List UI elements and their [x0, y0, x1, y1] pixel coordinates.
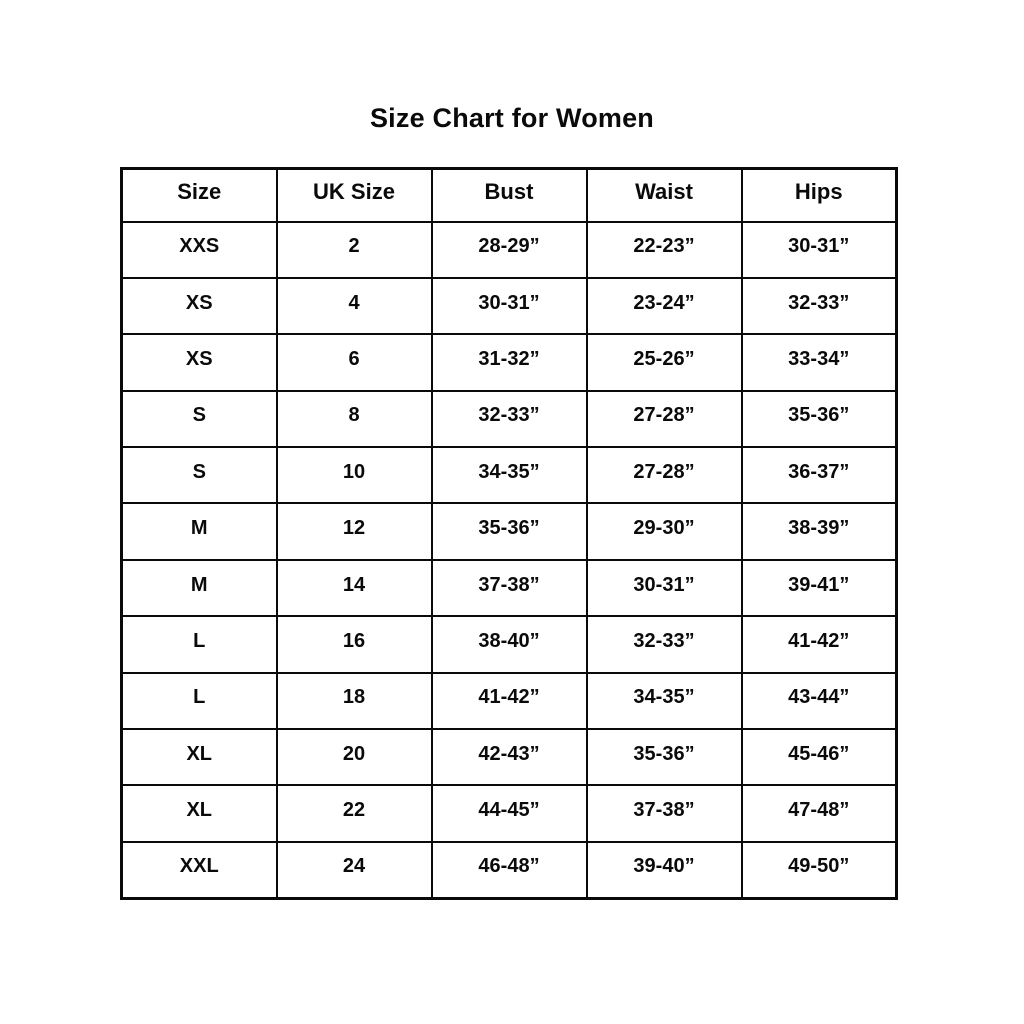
table-cell: 20 [275, 728, 433, 787]
table-cell: M [120, 502, 278, 561]
table-cell: 36-37” [740, 446, 898, 505]
table-cell: M [120, 558, 278, 618]
table-cell: XL [120, 784, 278, 843]
table-cell: 16 [275, 615, 433, 674]
table-cell: 12 [275, 502, 433, 561]
table-cell: 4 [275, 276, 433, 336]
table-cell: 10 [275, 446, 433, 505]
column-header: Size [120, 167, 278, 223]
table-cell: 39-41” [740, 558, 898, 618]
table-cell: 37-38” [430, 558, 588, 618]
table-row: XXL 24 46-48” 39-40” 49-50” [120, 840, 898, 900]
table-cell: 6 [275, 333, 433, 392]
table-cell: 43-44” [740, 671, 898, 731]
table-cell: 42-43” [430, 728, 588, 787]
table-cell: 22 [275, 784, 433, 843]
table-cell: 30-31” [430, 276, 588, 336]
table-cell: 45-46” [740, 728, 898, 787]
table-cell: 14 [275, 558, 433, 618]
table-cell: 34-35” [585, 671, 743, 731]
size-chart-table: Size UK Size Bust Waist Hips XXS 2 28-29” 22-23… [120, 167, 898, 900]
table-cell: 35-36” [585, 728, 743, 787]
table-row: XL 22 44-45” 37-38” 47-48” [120, 784, 898, 843]
table-row: M 12 35-36” 29-30” 38-39” [120, 502, 898, 561]
table-cell: 31-32” [430, 333, 588, 392]
table-row: XXS 2 28-29” 22-23” 30-31” [120, 220, 898, 279]
table-cell: 47-48” [740, 784, 898, 843]
header-row: Size UK Size Bust Waist Hips [120, 167, 898, 223]
table-row: L 16 38-40” 32-33” 41-42” [120, 615, 898, 674]
table-cell: 2 [275, 220, 433, 279]
table-body: XXS 2 28-29” 22-23” 30-31” XS 4 30-31” 23-24” 32-… [120, 220, 898, 900]
table-cell: 32-33” [740, 276, 898, 336]
table-cell: 24 [275, 840, 433, 900]
table-cell: 41-42” [430, 671, 588, 731]
table-cell: 38-40” [430, 615, 588, 674]
table-cell: 27-28” [585, 446, 743, 505]
column-header: Hips [740, 167, 898, 223]
page-title: Size Chart for Women [369, 103, 655, 133]
table-cell: 22-23” [585, 220, 743, 279]
table-cell: 37-38” [585, 784, 743, 843]
table-row: XS 4 30-31” 23-24” 32-33” [120, 276, 898, 336]
table-cell: 18 [275, 671, 433, 731]
table-cell: 23-24” [585, 276, 743, 336]
table-cell: 35-36” [740, 389, 898, 449]
table-cell: 39-40” [585, 840, 743, 900]
table-cell: 44-45” [430, 784, 588, 843]
table-cell: 33-34” [740, 333, 898, 392]
table-cell: 49-50” [740, 840, 898, 900]
table-header: Size UK Size Bust Waist Hips [120, 167, 898, 223]
table-cell: L [120, 671, 278, 731]
table-cell: 28-29” [430, 220, 588, 279]
table-cell: 32-33” [585, 615, 743, 674]
table-cell: 27-28” [585, 389, 743, 449]
table-row: L 18 41-42” 34-35” 43-44” [120, 671, 898, 731]
table-cell: S [120, 389, 278, 449]
table-cell: 41-42” [740, 615, 898, 674]
table-cell: 29-30” [585, 502, 743, 561]
table-cell: L [120, 615, 278, 674]
column-header: Bust [430, 167, 588, 223]
table-cell: 8 [275, 389, 433, 449]
table-row: XL 20 42-43” 35-36” 45-46” [120, 728, 898, 787]
table-row: XS 6 31-32” 25-26” 33-34” [120, 333, 898, 392]
table-cell: S [120, 446, 278, 505]
table-row: S 10 34-35” 27-28” 36-37” [120, 446, 898, 505]
table-cell: XL [120, 728, 278, 787]
table-cell: 35-36” [430, 502, 588, 561]
column-header: UK Size [275, 167, 433, 223]
table-row: S 8 32-33” 27-28” 35-36” [120, 389, 898, 449]
table-cell: 25-26” [585, 333, 743, 392]
column-header: Waist [585, 167, 743, 223]
table-cell: XXL [120, 840, 278, 900]
table-cell: 38-39” [740, 502, 898, 561]
table-cell: XXS [120, 220, 278, 279]
table-cell: 30-31” [740, 220, 898, 279]
table-cell: 34-35” [430, 446, 588, 505]
table-cell: XS [120, 333, 278, 392]
table-cell: 32-33” [430, 389, 588, 449]
table-row: M 14 37-38” 30-31” 39-41” [120, 558, 898, 618]
table-cell: XS [120, 276, 278, 336]
table-cell: 46-48” [430, 840, 588, 900]
table-cell: 30-31” [585, 558, 743, 618]
